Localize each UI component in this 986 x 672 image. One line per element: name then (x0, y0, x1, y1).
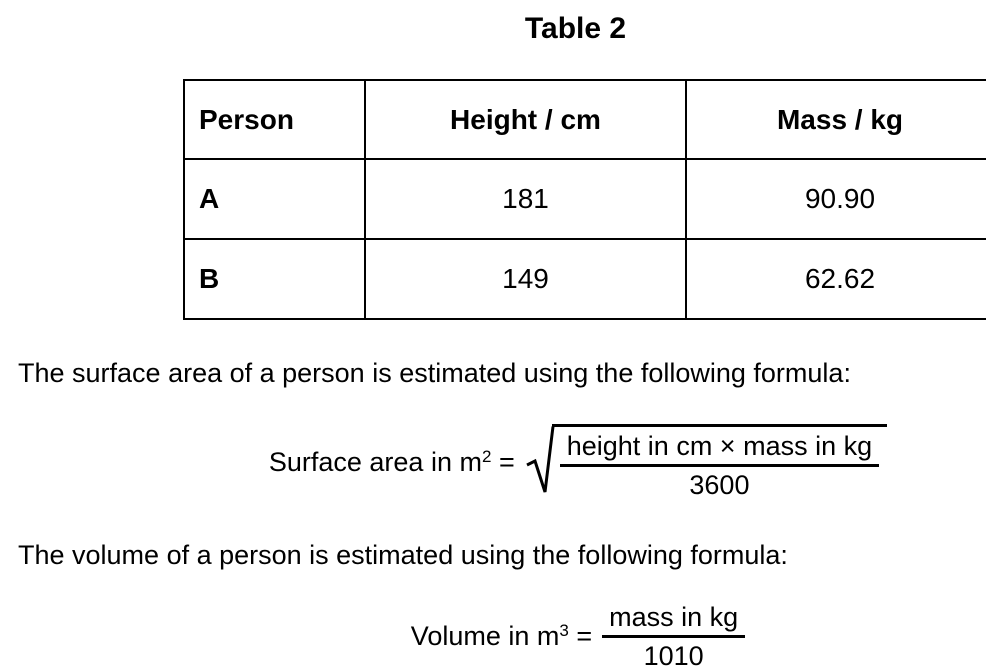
volume-formula-exponent: 3 (559, 620, 569, 640)
surface-fraction: height in cm × mass in kg 3600 (559, 431, 880, 500)
radical-sign-icon (526, 426, 555, 493)
table-row-a: A 181 90.90 (183, 158, 986, 240)
volume-formula-lhs: Volume in m3 = (411, 621, 592, 652)
surface-fraction-denominator: 3600 (689, 470, 750, 500)
cell-height-b: 149 (364, 238, 687, 320)
surface-area-formula: Surface area in m2 = height in cm × mass… (0, 424, 986, 500)
table-header-row: Person Height / cm Mass / kg (183, 79, 986, 160)
table-row-b: B 149 62.62 (183, 238, 986, 320)
surface-formula-lhs: Surface area in m2 = (269, 447, 515, 478)
square-root-body: height in cm × mass in kg 3600 (551, 424, 888, 500)
volume-formula-lhs-text: Volume in m (410, 620, 560, 651)
volume-formula-equals: = (576, 620, 593, 651)
header-person: Person (183, 79, 366, 160)
square-root: height in cm × mass in kg 3600 (525, 424, 888, 500)
volume-formula: Volume in m3 = mass in kg 1010 (0, 600, 986, 672)
volume-fraction-numerator: mass in kg (602, 602, 746, 638)
table-block: Table 2 Person Height / cm Mass / kg A 1… (183, 0, 986, 320)
surface-formula-equals: = (498, 446, 515, 477)
header-mass: Mass / kg (685, 79, 986, 160)
surface-formula-exponent: 2 (481, 446, 492, 466)
surface-area-intro-text: The surface area of a person is estimate… (18, 358, 851, 388)
surface-formula-lhs-text: Surface area in m (268, 446, 482, 477)
header-height: Height / cm (364, 79, 687, 160)
cell-person-b: B (183, 238, 366, 320)
cell-height-a: 181 (364, 158, 687, 240)
cell-mass-b: 62.62 (685, 238, 986, 320)
surface-fraction-numerator: height in cm × mass in kg (559, 431, 880, 467)
data-table: Person Height / cm Mass / kg A 181 90.90… (183, 79, 986, 320)
cell-mass-a: 90.90 (685, 158, 986, 240)
cell-person-a: A (183, 158, 366, 240)
table-title: Table 2 (524, 12, 627, 45)
volume-intro-text: The volume of a person is estimated usin… (18, 540, 788, 570)
volume-fraction: mass in kg 1010 (602, 602, 746, 671)
volume-fraction-denominator: 1010 (643, 640, 704, 671)
